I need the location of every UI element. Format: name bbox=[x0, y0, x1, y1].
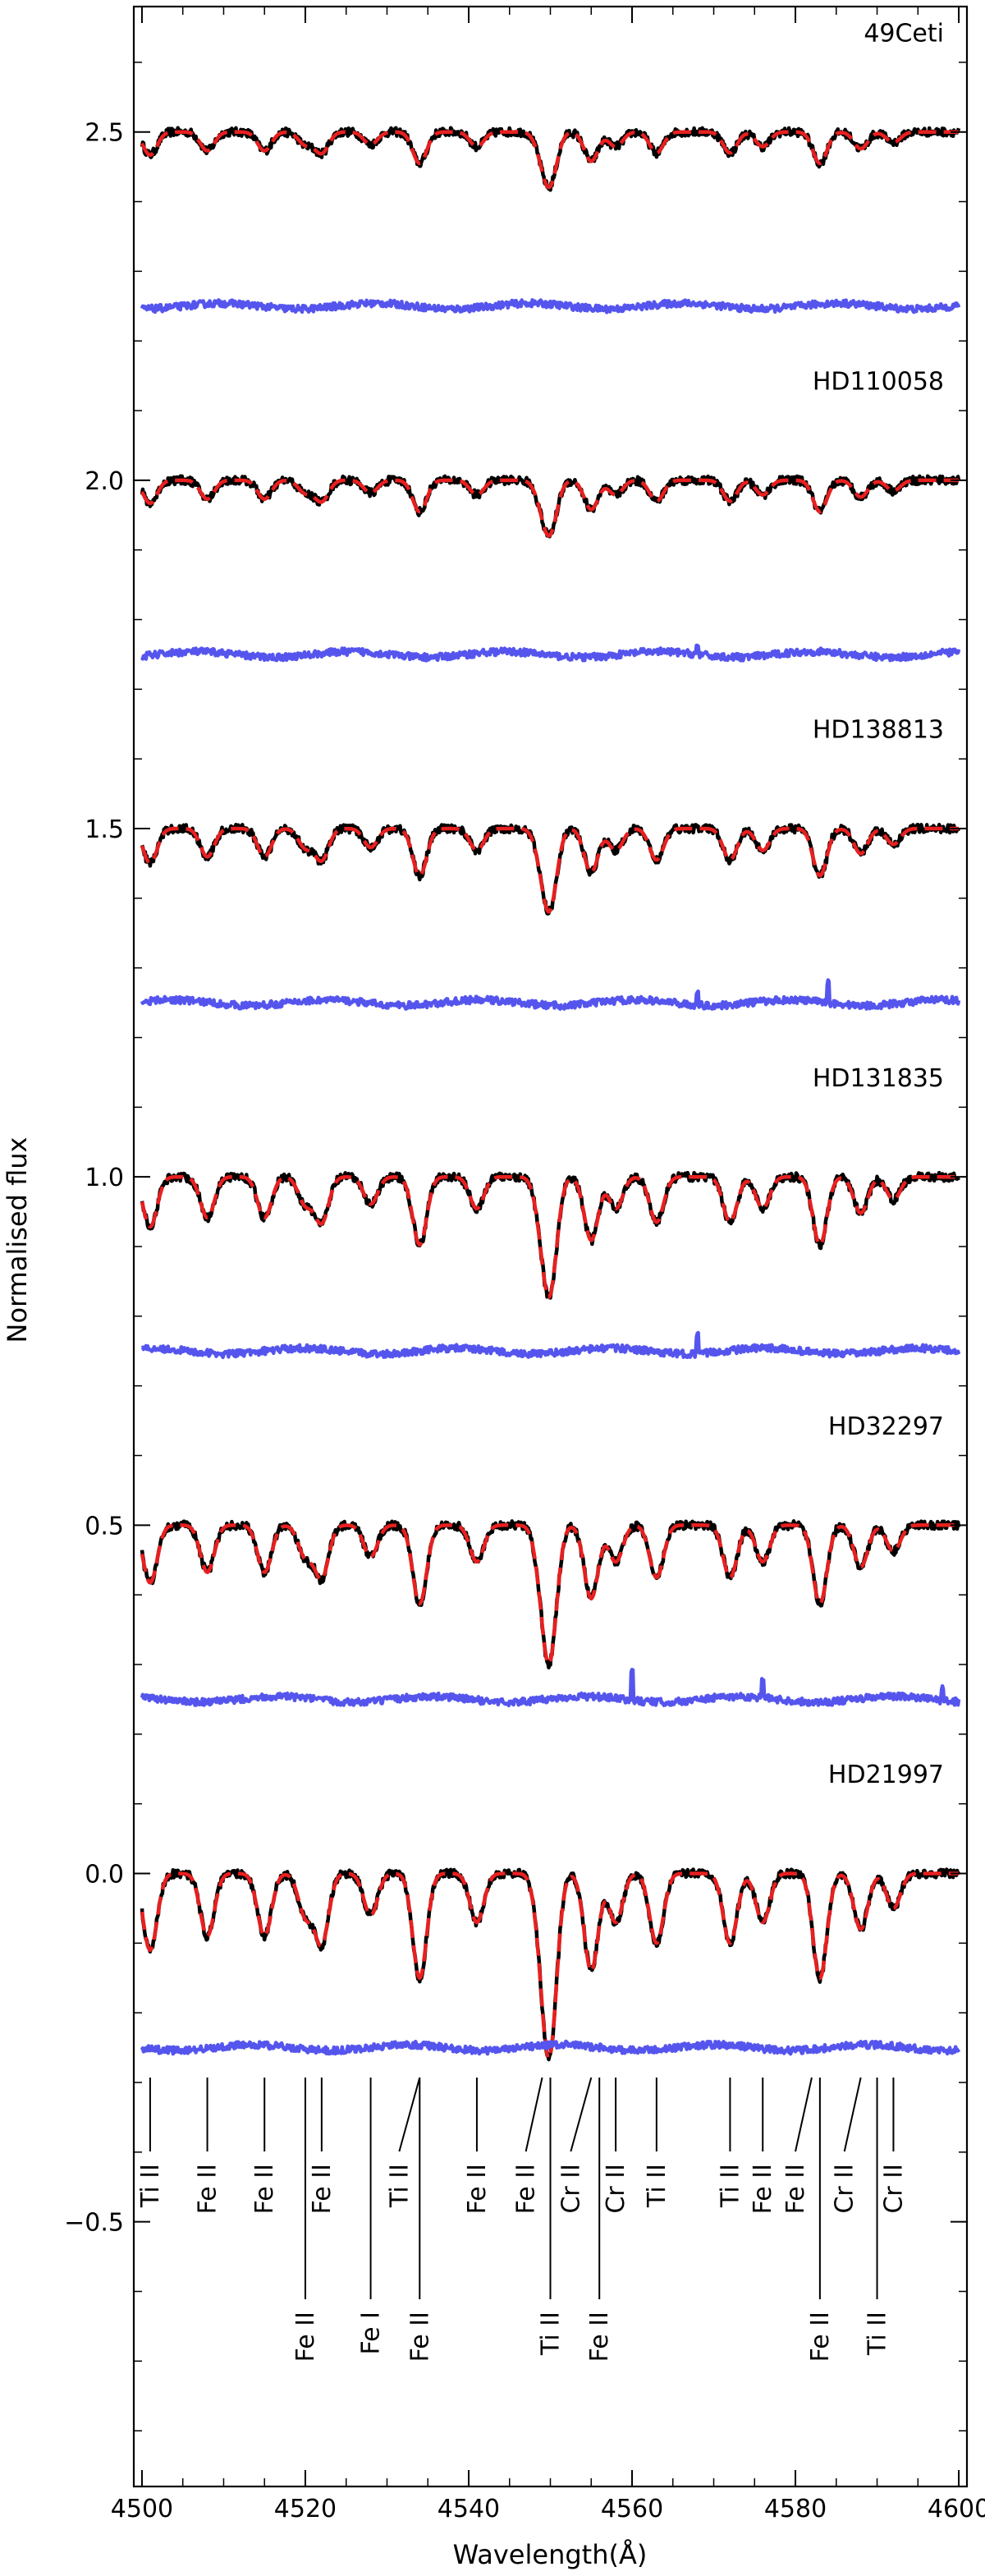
model-spectrum-line bbox=[140, 478, 959, 538]
x-tick-label: 4500 bbox=[111, 2495, 173, 2523]
line-id-label: Fe II bbox=[749, 2164, 777, 2214]
model-spectrum-line bbox=[140, 1523, 959, 1667]
model-spectrum-line bbox=[140, 1174, 959, 1300]
line-id-label: Fe I bbox=[357, 2312, 386, 2354]
star-name-label: HD21997 bbox=[828, 1761, 944, 1789]
observed-spectrum-line bbox=[140, 1170, 960, 1300]
star-name-label: HD131835 bbox=[813, 1064, 944, 1093]
y-axis-label: Normalised flux bbox=[2, 1137, 33, 1343]
line-id-label: Fe II bbox=[308, 2164, 337, 2214]
y-tick-label: 1.5 bbox=[85, 815, 124, 844]
line-id-label: Ti II bbox=[716, 2164, 744, 2208]
observed-spectrum-line bbox=[140, 1867, 961, 2062]
axes-layer: −0.5 0.0 0.5 1.0 1.5 2.0 2.5 4500 4520 4540 4560 45… bbox=[64, 7, 985, 2523]
observed-spectrum-line bbox=[140, 474, 961, 539]
star-name-label: 49Ceti bbox=[864, 19, 944, 48]
x-tick-label: 4520 bbox=[274, 2495, 337, 2523]
y-tick-label: −0.5 bbox=[64, 2209, 124, 2238]
y-tick-label: 0.5 bbox=[85, 1512, 124, 1541]
x-tick-label: 4560 bbox=[601, 2495, 663, 2523]
residual-line bbox=[140, 643, 961, 663]
line-id-label: Ti II bbox=[864, 2312, 892, 2356]
star-name-label: HD32297 bbox=[828, 1412, 944, 1441]
line-id-marker bbox=[525, 2077, 543, 2152]
plot-data-layer bbox=[140, 126, 961, 2062]
x-tick-label: 4540 bbox=[438, 2495, 500, 2523]
line-id-marker bbox=[795, 2077, 813, 2152]
line-id-label: Fe II bbox=[463, 2164, 492, 2214]
line-id-label: Fe II bbox=[806, 2312, 835, 2362]
line-id-label: Fe II bbox=[781, 2164, 810, 2214]
model-spectrum-line bbox=[140, 130, 959, 190]
residual-line bbox=[140, 298, 961, 315]
line-id-label: Ti II bbox=[136, 2164, 165, 2208]
line-id-label: Fe II bbox=[585, 2312, 614, 2362]
residual-line bbox=[140, 1330, 961, 1360]
y-tick-label: 1.0 bbox=[85, 1164, 124, 1192]
line-id-label: Fe II bbox=[291, 2312, 320, 2362]
y-tick-label: 0.0 bbox=[85, 1860, 124, 1889]
observed-spectrum-line bbox=[140, 126, 961, 192]
x-tick-label: 4580 bbox=[764, 2495, 827, 2523]
y-tick-label: 2.0 bbox=[85, 467, 124, 496]
star-name-label: HD110058 bbox=[813, 368, 944, 397]
line-id-label: Fe II bbox=[512, 2164, 541, 2214]
line-id-label: Ti II bbox=[385, 2164, 414, 2208]
line-id-label: Cr II bbox=[879, 2164, 908, 2214]
y-tick-label: 2.5 bbox=[85, 119, 124, 148]
residual-line bbox=[140, 978, 961, 1011]
star-labels-layer: 49Ceti HD110058 HD138813 HD131835 HD32297 HD2… bbox=[813, 19, 944, 1789]
observed-spectrum-line bbox=[140, 1519, 961, 1669]
line-id-label: Fe II bbox=[250, 2164, 279, 2214]
residual-line bbox=[140, 2039, 961, 2056]
star-name-label: HD138813 bbox=[813, 716, 944, 745]
line-id-marker bbox=[570, 2077, 593, 2152]
line-id-label: Ti II bbox=[537, 2312, 566, 2356]
model-spectrum-line bbox=[140, 826, 959, 914]
x-tick-label: 4600 bbox=[928, 2495, 985, 2523]
line-id-label: Cr II bbox=[557, 2164, 585, 2214]
line-id-marker bbox=[843, 2077, 862, 2152]
line-id-label: Fe II bbox=[405, 2312, 434, 2362]
line-id-label: Fe II bbox=[194, 2164, 222, 2214]
residual-line bbox=[140, 1668, 961, 1708]
line-id-label: Cr II bbox=[831, 2164, 859, 2214]
line-id-label: Ti II bbox=[643, 2164, 671, 2208]
observed-spectrum-line bbox=[140, 822, 960, 916]
x-axis-label: Wavelength(Å) bbox=[453, 2539, 648, 2570]
model-spectrum-line bbox=[140, 1871, 959, 2062]
line-id-marker bbox=[398, 2077, 421, 2152]
line-id-label: Cr II bbox=[602, 2164, 630, 2214]
